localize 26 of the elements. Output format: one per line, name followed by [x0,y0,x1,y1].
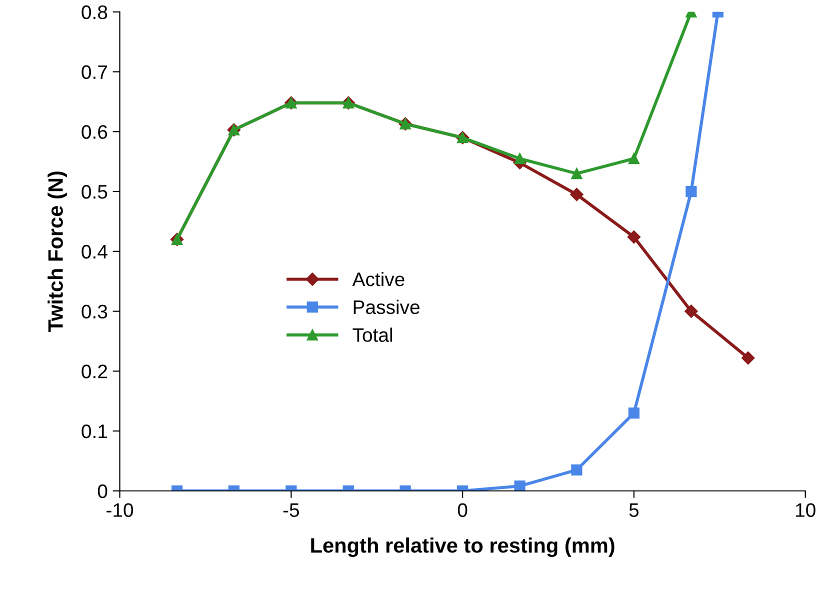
y-tick-label: 0.7 [82,65,107,80]
point [686,186,697,198]
y-axis-title: Twitch Force (N) [48,172,68,332]
x-axis-title: Length relative to resting (mm) [311,537,614,557]
x-tick-label: 10 [796,503,816,517]
y-tick-label: 0.2 [82,364,107,378]
point [571,168,582,180]
point [627,230,641,244]
y-tick-label: 0.3 [82,304,108,318]
x-tick-label: 5 [629,503,639,517]
point [684,304,698,318]
legend-label: Total [352,328,392,342]
x-tick-label: 0 [458,503,468,517]
y-tick-label: 0.1 [82,424,108,438]
legend-label: Passive [354,300,420,314]
y-tick-label: 0.4 [82,244,108,259]
y-tick-label: 0.5 [82,184,108,199]
x-tick-label: -5 [283,503,299,517]
x-tick-label: -10 [106,503,134,517]
point [514,153,526,164]
y-tick-label: 0.6 [82,125,108,139]
y-tick-label: 0.8 [82,5,108,20]
legend-label: Active [352,272,404,286]
point [628,153,640,164]
y-tick-label: 0 [98,484,108,498]
point [570,188,584,202]
